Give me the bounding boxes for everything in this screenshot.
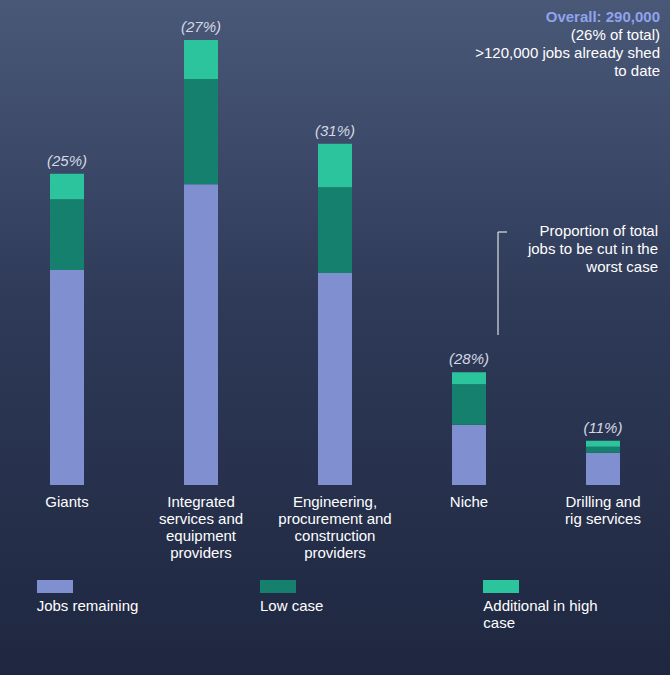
svg-text:Drilling and: Drilling and (565, 493, 640, 510)
svg-text:(25%): (25%) (47, 152, 87, 169)
html-text:Jobs remaining: Jobs remaining (36, 597, 139, 614)
svg-text:Giants: Giants (45, 493, 88, 510)
svg-text:(28%): (28%) (449, 350, 489, 367)
svg-text:providers: providers (170, 544, 232, 561)
svg-text:services and: services and (159, 510, 243, 527)
html-text:Low case: Low case (260, 597, 324, 614)
svg-text:rig services: rig services (565, 510, 641, 527)
html-text:(26% of total): (26% of total) (570, 26, 660, 43)
html-text:Additional in high case: Additional in high case (483, 597, 598, 631)
svg-text:(11%): (11%) (584, 419, 623, 436)
svg-text:construction: construction (295, 527, 376, 544)
svg-text:equipment: equipment (166, 527, 237, 544)
html-text:Overall: 290,000: Overall: 290,000 (545, 8, 660, 25)
svg-text:(31%): (31%) (315, 122, 355, 139)
svg-text:Integrated: Integrated (167, 493, 235, 510)
svg-text:Engineering,: Engineering, (293, 493, 377, 510)
svg-text:providers: providers (304, 544, 366, 561)
svg-text:procurement and: procurement and (278, 510, 391, 527)
svg-text:Niche: Niche (450, 493, 488, 510)
html-text:Proportion of total jobs to be: Proportion of total jobs to be cut in th… (527, 222, 658, 275)
html-text:>120,000 jobs already shed to: >120,000 jobs already shed to date (475, 44, 660, 79)
svg-text:(27%): (27%) (181, 18, 221, 35)
